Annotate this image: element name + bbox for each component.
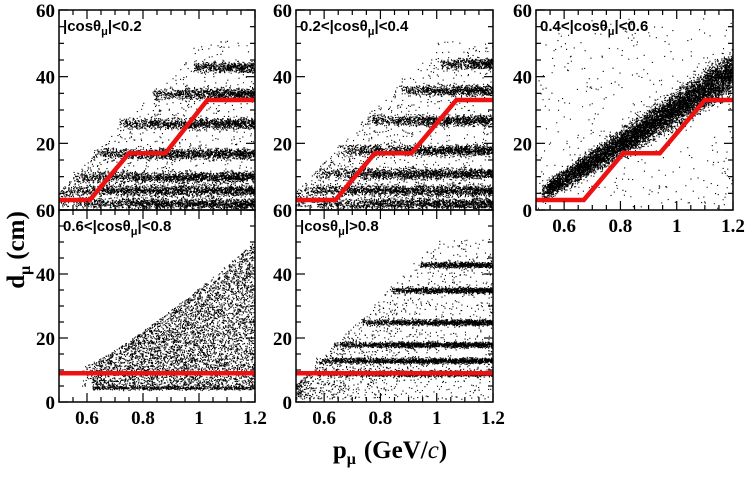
panel-2: 20 40 60 0.2<|cosθμ|<0.4 (273, 1, 494, 211)
x-tick-label: 0.8 (609, 216, 633, 237)
scatter-points (59, 40, 255, 210)
y-tick-label: 40 (273, 68, 292, 89)
panel-3: 0 20 40 60 0.6 0.8 1 1.2 0.4<|cosθμ|<0.6 (513, 1, 745, 237)
x-tick-label: 0.8 (369, 408, 393, 429)
panel-label-prefix: 0.2<|cosθ (300, 18, 368, 35)
x-tick-label: 0.6 (75, 408, 99, 429)
y-tick-label: 40 (513, 68, 532, 89)
scatter-points (296, 238, 493, 400)
panel-label-sub: μ (101, 26, 108, 38)
panel-label-sub: μ (131, 226, 138, 238)
scatter-points (296, 41, 493, 210)
panel-1: 20 40 60 |cosθμ|<0.2 (36, 1, 256, 211)
panel-label-sub: μ (608, 26, 615, 38)
cut-line (296, 97, 493, 203)
y-tick-label: 20 (513, 134, 532, 155)
panel-5: 0 20 40 60 0.6 0.8 1 1.2 |cosθμ|>0.8 (273, 201, 505, 429)
panels: 204060|cosθμ|<0.22040600.2<|cosθμ|<0.402… (36, 1, 745, 429)
y-tick-label: 20 (273, 329, 292, 350)
panel-4: 0 20 40 60 0.6 0.8 1 1.2 0.6<|cosθμ|<0.8 (36, 201, 267, 429)
y-tick-label: 60 (273, 201, 292, 222)
panel-label: 0.6<|cosθμ|<0.8 (63, 218, 171, 238)
panel-label-suffix: |<0.6 (615, 18, 649, 35)
y-tick-label: 20 (36, 329, 55, 350)
panel-label: |cosθμ|<0.2 (63, 18, 142, 38)
y-tick-label: 60 (273, 1, 292, 22)
panel-label-suffix: |<0.8 (138, 218, 172, 235)
y-tick-label: 40 (36, 265, 55, 286)
panel-label-prefix: 0.6<|cosθ (63, 218, 131, 235)
y-tick-label: 0 (523, 201, 533, 222)
x-tick-label: 1 (672, 216, 682, 237)
y-tick-label: 60 (36, 1, 55, 22)
x-axis-title: pμ (GeV/c) (333, 437, 447, 468)
y-tick-label: 0 (283, 393, 293, 414)
x-tick-label: 1 (432, 408, 442, 429)
panel-label-prefix: |cosθ (300, 218, 338, 235)
x-tick-label: 1.2 (481, 408, 505, 429)
scatter-points (536, 18, 733, 209)
panel-label-suffix: |<0.2 (108, 18, 142, 35)
x-tick-label: 1 (194, 408, 204, 429)
x-tick-label: 0.6 (312, 408, 336, 429)
panel-label-suffix: |>0.8 (345, 218, 379, 235)
y-tick-label: 20 (273, 134, 292, 155)
panel-label-sub: μ (338, 226, 345, 238)
panel-label: |cosθμ|>0.8 (300, 218, 379, 238)
panel-label-suffix: |<0.4 (375, 18, 409, 35)
x-tick-label: 1.2 (721, 216, 745, 237)
y-tick-label: 20 (36, 134, 55, 155)
x-tick-label: 0.8 (131, 408, 155, 429)
panel-label-sub: μ (368, 26, 375, 38)
panel-label: 0.4<|cosθμ|<0.6 (540, 18, 648, 38)
panel-label-prefix: |cosθ (63, 18, 101, 35)
scatter-points (81, 241, 255, 392)
x-tick-label: 0.6 (552, 216, 576, 237)
y-tick-label: 0 (46, 393, 56, 414)
y-tick-label: 40 (273, 265, 292, 286)
cut-line (536, 97, 733, 203)
x-tick-label: 1.2 (243, 408, 267, 429)
y-tick-label: 40 (36, 68, 55, 89)
y-axis-title: dμ(cm) (3, 211, 34, 289)
cut-line (59, 97, 255, 203)
y-tick-label: 60 (513, 1, 532, 22)
panel-label: 0.2<|cosθμ|<0.4 (300, 18, 409, 38)
y-tick-label: 60 (36, 201, 55, 222)
panel-label-prefix: 0.4<|cosθ (540, 18, 608, 35)
